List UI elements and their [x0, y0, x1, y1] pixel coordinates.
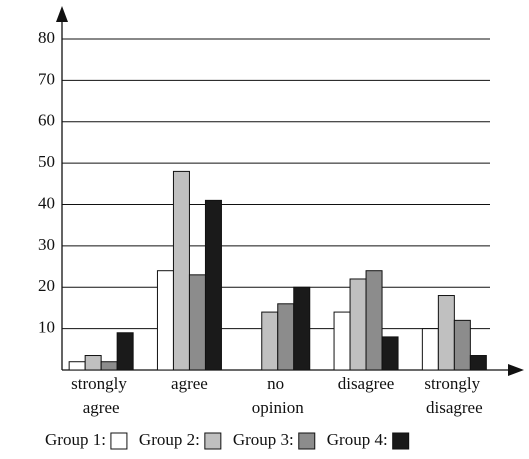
x-tick-label: strongly disagree — [424, 374, 484, 417]
x-tick-label: strongly agree — [71, 374, 131, 417]
y-tick-label: 40 — [38, 193, 55, 212]
x-axis-arrow — [508, 364, 524, 376]
bar — [204, 199, 222, 371]
y-tick-label: 50 — [38, 152, 55, 171]
bar — [116, 332, 134, 371]
bar — [437, 295, 455, 371]
bar — [261, 311, 279, 371]
bar — [453, 319, 471, 371]
bar — [156, 270, 174, 371]
legend-label: Group 1: — [45, 430, 106, 449]
bar — [293, 286, 311, 371]
bar — [100, 361, 118, 371]
y-tick-label: 20 — [38, 276, 55, 295]
bar — [365, 270, 383, 371]
bar — [349, 278, 367, 371]
x-tick-label: agree — [171, 374, 208, 393]
bar — [333, 311, 351, 371]
legend-label: Group 2: — [139, 430, 200, 449]
x-tick-label: disagree — [338, 374, 395, 393]
y-tick-label: 30 — [38, 235, 55, 254]
y-tick-label: 70 — [38, 69, 55, 88]
legend-swatch — [204, 432, 222, 450]
x-tick-label: no opinion — [252, 374, 304, 417]
y-axis-arrow — [56, 6, 68, 22]
bar — [421, 328, 439, 371]
legend-swatch — [298, 432, 316, 450]
bar — [84, 355, 102, 371]
bar — [381, 336, 399, 371]
bar — [172, 170, 190, 371]
bar — [469, 355, 487, 371]
bar — [188, 274, 206, 371]
legend-swatch — [110, 432, 128, 450]
bar — [68, 361, 86, 371]
y-tick-label: 10 — [38, 318, 55, 337]
legend-label: Group 4: — [327, 430, 388, 449]
legend-swatch — [392, 432, 410, 450]
y-tick-label: 80 — [38, 28, 55, 47]
bar — [277, 303, 295, 371]
y-tick-label: 60 — [38, 111, 55, 130]
legend-label: Group 3: — [233, 430, 294, 449]
